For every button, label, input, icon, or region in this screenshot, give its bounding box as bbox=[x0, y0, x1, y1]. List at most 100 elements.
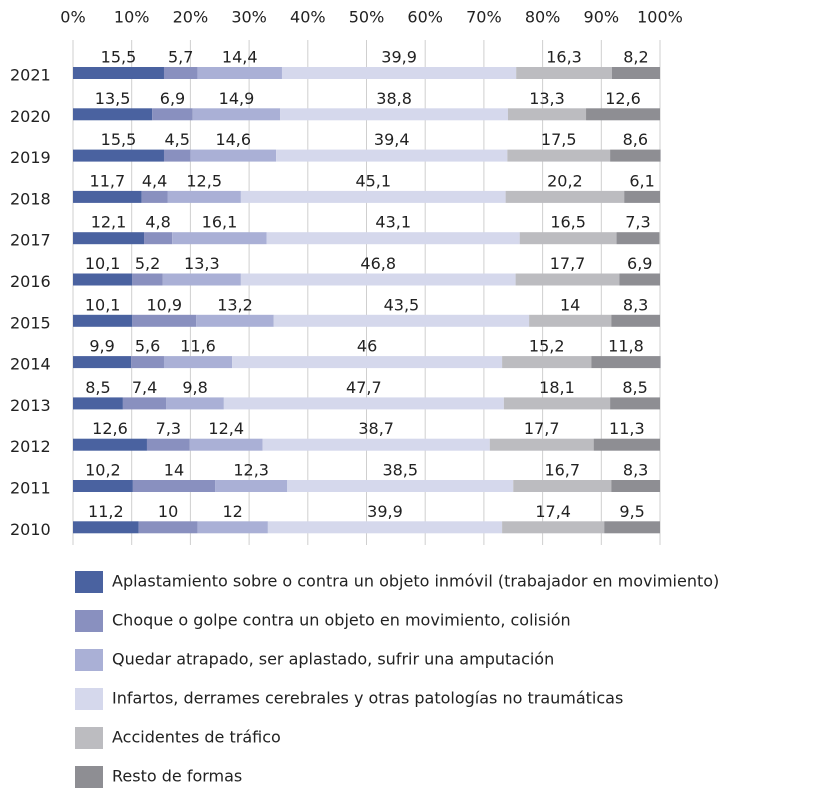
bar-segment bbox=[167, 190, 241, 203]
bar-segment bbox=[240, 273, 516, 286]
data-label: 16,7 bbox=[544, 461, 580, 480]
bar-segment bbox=[515, 273, 620, 286]
bar-segment bbox=[624, 190, 660, 203]
data-label: 39,4 bbox=[374, 130, 410, 149]
data-label: 9,8 bbox=[182, 378, 207, 397]
data-label: 7,4 bbox=[132, 378, 157, 397]
data-label: 18,1 bbox=[539, 378, 575, 397]
legend-label: Resto de formas bbox=[112, 767, 242, 786]
legend-swatch bbox=[75, 766, 103, 788]
bar-segment bbox=[505, 190, 625, 203]
x-tick-label: 60% bbox=[407, 8, 443, 27]
y-tick-label: 2011 bbox=[10, 479, 51, 498]
data-label: 8,2 bbox=[623, 48, 648, 67]
data-label: 8,5 bbox=[622, 378, 647, 397]
x-tick-label: 20% bbox=[173, 8, 209, 27]
y-tick-label: 2017 bbox=[10, 231, 51, 250]
data-label: 8,3 bbox=[623, 461, 648, 480]
bar-segment bbox=[189, 438, 263, 451]
bar-segment bbox=[287, 480, 514, 492]
data-label: 39,9 bbox=[381, 48, 417, 67]
bar-segment bbox=[73, 190, 142, 203]
legend-label: Aplastamiento sobre o contra un objeto i… bbox=[112, 572, 719, 591]
bar-segment bbox=[138, 521, 198, 534]
data-label: 38,5 bbox=[382, 461, 418, 480]
data-label: 12,4 bbox=[208, 419, 244, 438]
x-tick-label: 90% bbox=[584, 8, 620, 27]
legend-swatch bbox=[75, 688, 103, 710]
data-label: 5,2 bbox=[135, 254, 160, 273]
data-label: 10,2 bbox=[85, 461, 121, 480]
data-label: 12,6 bbox=[92, 419, 128, 438]
bar-segment bbox=[591, 356, 661, 369]
data-label: 43,5 bbox=[384, 295, 420, 314]
bar-segment bbox=[223, 397, 504, 410]
bar-segment bbox=[141, 190, 168, 203]
x-tick-label: 80% bbox=[525, 8, 561, 27]
data-label: 11,7 bbox=[90, 171, 126, 190]
data-label: 14,4 bbox=[222, 48, 258, 67]
bar-segment bbox=[73, 273, 133, 286]
y-tick-label: 2010 bbox=[10, 520, 51, 539]
data-label: 12 bbox=[222, 502, 242, 521]
bar-segment bbox=[73, 314, 133, 327]
data-label: 45,1 bbox=[355, 171, 391, 190]
data-label: 13,2 bbox=[217, 295, 253, 314]
bar-segment bbox=[196, 314, 274, 327]
legend-label: Infartos, derrames cerebrales y otras pa… bbox=[112, 689, 623, 708]
bar-segment bbox=[240, 190, 506, 203]
bar-segment bbox=[281, 67, 517, 79]
bar-segment bbox=[611, 67, 660, 79]
bar-segment bbox=[502, 521, 605, 534]
data-label: 9,5 bbox=[619, 502, 644, 521]
x-tick-label: 100% bbox=[637, 8, 683, 27]
bar-segment bbox=[513, 480, 612, 492]
data-label: 16,5 bbox=[550, 213, 586, 232]
y-tick-label: 2021 bbox=[10, 66, 51, 85]
data-label: 7,3 bbox=[625, 213, 650, 232]
bar-segment bbox=[197, 67, 282, 79]
bar-segment bbox=[593, 438, 660, 451]
bar-segment bbox=[273, 314, 530, 327]
data-label: 11,8 bbox=[608, 337, 644, 356]
bar-segment bbox=[232, 356, 503, 369]
data-label: 17,7 bbox=[550, 254, 586, 273]
bar-segment bbox=[163, 356, 233, 369]
bar-segment bbox=[262, 438, 490, 451]
data-label: 13,5 bbox=[95, 89, 131, 108]
bar-segment bbox=[73, 356, 132, 369]
data-label: 4,8 bbox=[145, 213, 170, 232]
bar-segment bbox=[73, 149, 164, 162]
bar-segment bbox=[166, 397, 224, 410]
data-label: 43,1 bbox=[375, 213, 411, 232]
data-label: 14,6 bbox=[215, 130, 251, 149]
data-label: 16,1 bbox=[202, 213, 238, 232]
bar-segment bbox=[611, 480, 660, 492]
bar-segment bbox=[73, 67, 164, 79]
legend-swatch bbox=[75, 727, 103, 749]
bar-segment bbox=[503, 397, 611, 410]
data-label: 20,2 bbox=[547, 171, 583, 190]
bar-segment bbox=[162, 273, 241, 286]
legend-swatch bbox=[75, 610, 103, 632]
legend-swatch bbox=[75, 649, 103, 671]
bar-segment bbox=[507, 108, 587, 121]
data-label: 47,7 bbox=[346, 378, 382, 397]
data-label: 6,1 bbox=[629, 171, 654, 190]
data-label: 7,3 bbox=[156, 419, 181, 438]
data-label: 13,3 bbox=[529, 89, 565, 108]
bar-segment bbox=[280, 108, 508, 121]
data-label: 46,8 bbox=[360, 254, 396, 273]
bar-segment bbox=[604, 521, 660, 534]
y-tick-label: 2014 bbox=[10, 355, 51, 374]
bar-segment bbox=[619, 273, 660, 286]
bar-segment bbox=[73, 232, 145, 245]
bar-segment bbox=[276, 149, 508, 162]
bar-segment bbox=[215, 480, 288, 492]
x-tick-label: 10% bbox=[114, 8, 150, 27]
data-label: 15,5 bbox=[101, 48, 137, 67]
data-label: 4,4 bbox=[142, 171, 167, 190]
x-tick-label: 50% bbox=[349, 8, 385, 27]
data-label: 12,6 bbox=[605, 89, 641, 108]
